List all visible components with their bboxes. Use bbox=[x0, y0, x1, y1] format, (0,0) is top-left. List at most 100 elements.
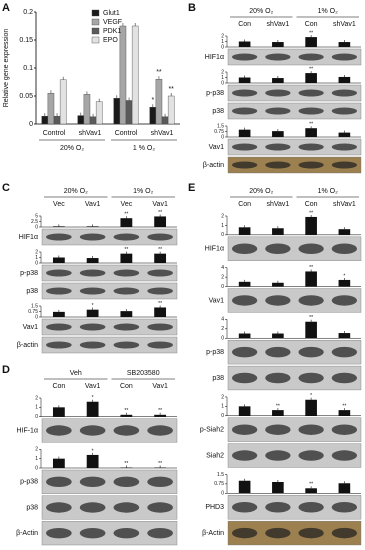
blot-band bbox=[147, 323, 173, 331]
lane-label: Con bbox=[238, 201, 251, 208]
blot-band bbox=[265, 107, 291, 115]
quant-bar bbox=[272, 282, 284, 287]
bar bbox=[47, 92, 55, 125]
blot-band bbox=[147, 269, 173, 277]
quant-bar bbox=[338, 132, 351, 137]
significance: ** bbox=[309, 482, 313, 488]
quant-bar bbox=[154, 253, 167, 263]
blot-band bbox=[331, 424, 358, 435]
group-label: 1% O₂ bbox=[133, 188, 154, 195]
blot-band bbox=[298, 450, 324, 461]
significance: ** bbox=[158, 461, 162, 467]
blot-band bbox=[298, 107, 324, 115]
blot-strip bbox=[227, 340, 362, 365]
blot-band bbox=[331, 89, 358, 97]
quant-tick-label: 0 bbox=[221, 491, 224, 497]
blot-strip bbox=[227, 156, 362, 174]
quant-bar bbox=[238, 406, 251, 416]
y-tick-label: 0.1 bbox=[23, 65, 33, 72]
lane-label: Vav1 bbox=[85, 383, 101, 390]
row-label: p38 bbox=[212, 375, 224, 382]
blot-strip bbox=[41, 282, 178, 300]
blot-band bbox=[331, 450, 358, 461]
blot-strip bbox=[41, 521, 178, 546]
quant-bar bbox=[238, 227, 251, 235]
bar bbox=[167, 95, 175, 125]
lane-label: Vec bbox=[121, 201, 133, 208]
blot-band bbox=[298, 243, 324, 255]
quant-tick-label: 2 bbox=[221, 33, 224, 39]
quant-tick-label: 2 bbox=[221, 394, 224, 400]
quant-tick-label: 2.5 bbox=[31, 219, 38, 225]
y-tick-label: 0.15 bbox=[19, 37, 33, 44]
blot-band bbox=[331, 501, 358, 513]
quant-tick-label: 1 bbox=[221, 75, 224, 81]
quant-bar bbox=[86, 454, 99, 468]
blot-band bbox=[113, 341, 140, 349]
quant-tick-label: 2 bbox=[35, 249, 38, 255]
blot-strip bbox=[41, 418, 178, 443]
significance: * bbox=[92, 448, 94, 454]
blot-band bbox=[79, 233, 106, 241]
blot-band bbox=[331, 161, 358, 169]
lane-label: Con bbox=[238, 21, 251, 28]
significance: ** bbox=[156, 69, 162, 76]
quant-tick-label: 0.75 bbox=[214, 481, 224, 487]
legend-label: EPO bbox=[103, 37, 118, 44]
legend-swatch bbox=[91, 18, 100, 26]
significance: * bbox=[310, 393, 312, 399]
quant-tick-label: 1 bbox=[221, 404, 224, 410]
quant-tick-label: 0 bbox=[221, 134, 224, 140]
quant-bar bbox=[338, 76, 351, 83]
blot-band bbox=[231, 501, 258, 513]
x-tick-label: Control bbox=[115, 130, 138, 137]
legend-label: PDK1 bbox=[103, 28, 121, 35]
blot-band bbox=[231, 143, 258, 151]
blot-band bbox=[113, 269, 140, 277]
blot-strip bbox=[227, 443, 362, 468]
blot-band bbox=[231, 89, 258, 97]
quant-bar bbox=[305, 321, 317, 339]
lane-label: shVav1 bbox=[266, 21, 289, 28]
blot-band bbox=[298, 295, 324, 306]
blot-band bbox=[79, 341, 106, 349]
blot-band bbox=[298, 143, 324, 151]
quant-tick-label: 1 bbox=[221, 223, 224, 229]
group-label: 1 % O₂ bbox=[133, 145, 155, 152]
group-label: 20% O₂ bbox=[64, 188, 88, 195]
significance: ** bbox=[158, 301, 162, 307]
quant-tick-label: 1 bbox=[35, 405, 38, 411]
blot-band bbox=[147, 502, 173, 513]
y-tick-label: 0.2 bbox=[23, 9, 33, 16]
quant-bar bbox=[305, 271, 317, 287]
quant-tick-label: 1.5 bbox=[217, 123, 224, 129]
blot-band bbox=[147, 425, 173, 436]
blot-strip bbox=[41, 264, 178, 282]
row-label: p-p38 bbox=[20, 270, 38, 277]
blot-band bbox=[113, 323, 140, 331]
blot-strip bbox=[227, 495, 362, 520]
significance: ** bbox=[168, 86, 174, 93]
blot-band bbox=[231, 161, 258, 169]
significance: ** bbox=[158, 408, 162, 414]
significance: * bbox=[92, 395, 94, 401]
group-label: 20% O₂ bbox=[249, 8, 273, 15]
blot-strip bbox=[227, 365, 362, 391]
quant-tick-label: 0 bbox=[35, 465, 38, 471]
blot-band bbox=[298, 372, 324, 384]
significance: ** bbox=[309, 122, 313, 128]
quant-tick-label: 0 bbox=[35, 224, 38, 230]
blot-band bbox=[231, 527, 258, 539]
quant-bar bbox=[86, 226, 99, 227]
row-label: p-p38 bbox=[206, 90, 224, 97]
blot-band bbox=[79, 323, 106, 331]
lane-label: shVav1 bbox=[266, 201, 289, 208]
quant-bar bbox=[338, 410, 351, 416]
y-tick-label: 0 bbox=[29, 121, 33, 128]
row-label: p38 bbox=[26, 504, 38, 511]
blot-band bbox=[147, 527, 173, 539]
blot-strip bbox=[41, 336, 178, 354]
blot-band bbox=[79, 476, 106, 488]
lane-label: shVav1 bbox=[333, 201, 356, 208]
bar bbox=[155, 78, 163, 125]
